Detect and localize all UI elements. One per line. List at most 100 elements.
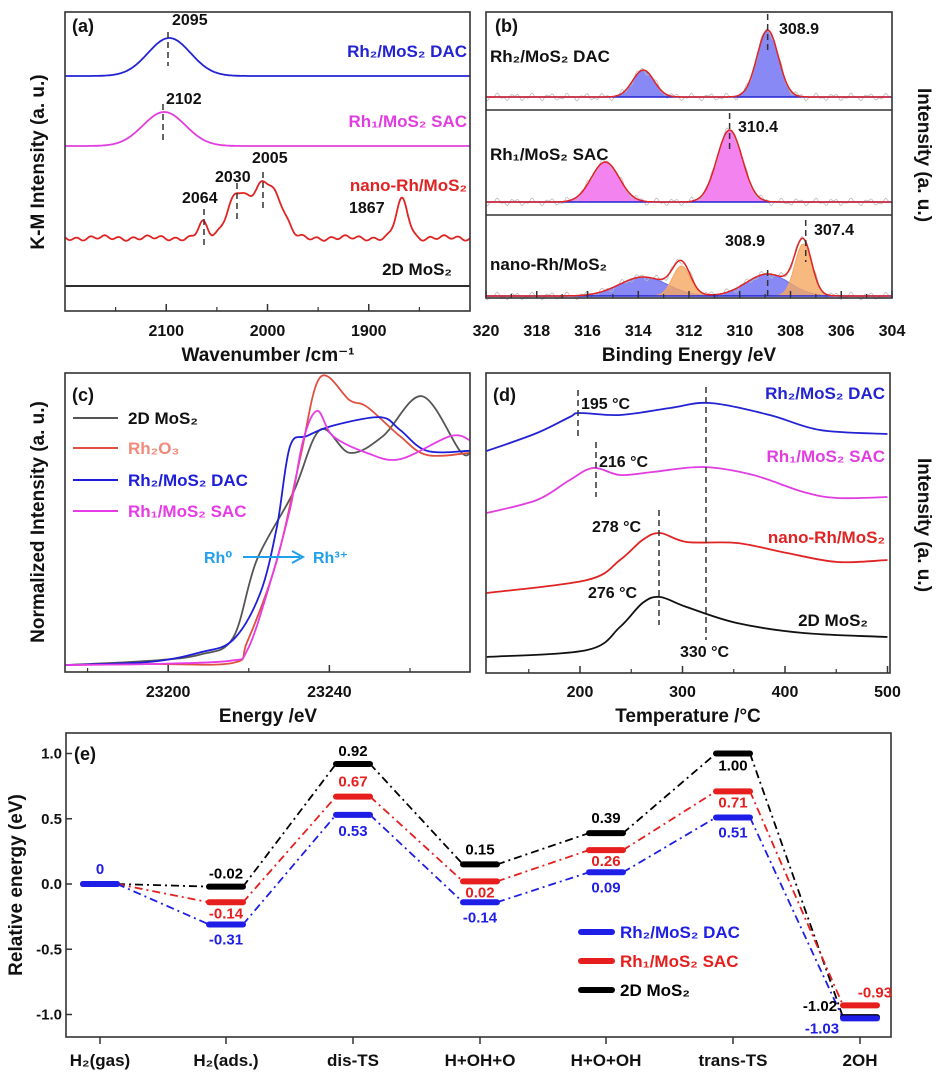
pathway-connector [749, 817, 844, 1019]
pathway-connector [242, 795, 337, 903]
tpr-line [486, 466, 888, 514]
energy-value-label: -1.02 [803, 998, 837, 1015]
x-tick-label: 1900 [351, 323, 387, 340]
legend-label: Rh₂O₃ [128, 439, 179, 458]
y-axis-label: Normalized Intensity (a. u.) [28, 401, 49, 643]
x-tick-label: 500 [874, 684, 901, 701]
tpr-line [486, 401, 888, 452]
legend-label: 2D MoS₂ [620, 981, 690, 1000]
legend-label: Rh₁/MoS₂ SAC [128, 502, 246, 521]
pathway-connector [496, 832, 590, 866]
pathway-connector [369, 814, 464, 903]
energy-value-label: 0.39 [591, 810, 620, 827]
x-axis-label: Temperature /°C [615, 706, 761, 727]
oxidation-state-label: Rh⁰ [204, 550, 232, 567]
x-tick-label: 306 [828, 323, 855, 340]
pathway-connector [622, 790, 717, 851]
series-label: Rh₂/MoS₂ DAC [347, 42, 467, 61]
x-tick-label: 320 [473, 323, 500, 340]
peak-annotation: 2102 [166, 91, 202, 108]
x-tick-label: 300 [669, 684, 696, 701]
y-axis-label: Intensity (a. u.) [913, 88, 934, 222]
peak-annotation: 310.4 [738, 119, 778, 136]
series-label: Rh₁/MoS₂ SAC [767, 447, 885, 466]
fit-component [486, 161, 892, 203]
energy-value-label: 0.02 [465, 884, 494, 901]
category-label: H₂(gas) [70, 1051, 130, 1070]
temperature-annotation: 330 °C [680, 644, 730, 661]
energy-value-label: 0.67 [338, 774, 367, 791]
category-label: 2OH [843, 1051, 878, 1070]
temperature-annotation: 278 °C [592, 519, 642, 536]
y-axis-label: Intensity (a. u.) [913, 458, 934, 592]
series-label: Rh₂/MoS₂ DAC [765, 384, 885, 403]
energy-value-label: 0.71 [718, 794, 747, 811]
panel-label: (e) [74, 744, 96, 764]
energy-value-label: -0.93 [858, 984, 892, 1001]
x-tick-label: 200 [567, 684, 594, 701]
pathway-connector [496, 849, 590, 883]
pathway-connector [116, 883, 210, 904]
x-tick-label: 23240 [307, 684, 352, 701]
series-label: Rh₁/MoS₂ SAC [349, 112, 467, 131]
tpr-line [486, 532, 888, 594]
energy-value-label: 0.26 [591, 853, 620, 870]
energy-value-label: 1.00 [718, 758, 747, 775]
energy-value-label: -0.14 [463, 909, 498, 926]
x-axis-label: Energy /eV [219, 706, 318, 727]
category-label: H+OH+O [445, 1051, 516, 1070]
y-tick-label: -0.5 [36, 941, 62, 958]
pathway-connector [242, 814, 337, 926]
y-tick-label: -1.0 [36, 1007, 62, 1024]
x-axis-label: Wavenumber /cm⁻¹ [182, 345, 355, 366]
pathway-connector [116, 883, 210, 888]
subplot-label: nano-Rh/MoS₂ [490, 255, 607, 274]
spectrum-line [64, 180, 471, 242]
pathway-connector [242, 763, 337, 888]
energy-value-label: 0.53 [338, 823, 367, 840]
envelope-line [486, 237, 891, 297]
panel-e-frame [65, 732, 892, 1038]
envelope-line [486, 29, 891, 98]
pathway-connector [369, 795, 464, 883]
peak-annotation: 307.4 [814, 222, 854, 239]
legend-label: Rh₁/MoS₂ SAC [620, 952, 738, 971]
energy-value-label: 0.09 [591, 879, 620, 896]
energy-value-label: -1.03 [805, 1020, 839, 1037]
panel-label: (c) [72, 385, 94, 405]
peak-annotation: 2064 [182, 190, 218, 207]
panel-label: (a) [72, 16, 94, 36]
fit-component [486, 69, 892, 98]
energy-value-label: -0.14 [209, 905, 244, 922]
xanes-line [64, 374, 471, 666]
category-label: trans-TS [699, 1051, 768, 1070]
peak-annotation: 2030 [215, 169, 251, 186]
x-tick-label: 314 [625, 323, 652, 340]
pathway-connector [749, 753, 844, 1018]
pathway-connector [496, 871, 590, 904]
fit-component [486, 129, 892, 203]
y-axis-label: Relative energy (eV) [6, 794, 27, 976]
peak-annotation: 2005 [252, 150, 288, 167]
xanes-line [64, 410, 471, 666]
tpr-line [486, 595, 888, 658]
peak-annotation: 308.9 [779, 21, 819, 38]
peak-annotation: 2095 [172, 12, 208, 29]
pathway-connector [749, 790, 844, 1006]
panel-label: (b) [495, 16, 518, 36]
category-label: H+O+OH [571, 1051, 642, 1070]
series-label: 2D MoS₂ [798, 611, 868, 630]
legend-label: 2D MoS₂ [128, 409, 198, 428]
pathway-connector [369, 763, 464, 866]
series-label: nano-Rh/MoS₂ [350, 176, 467, 195]
temperature-annotation: 276 °C [588, 585, 638, 602]
panel-d-frame [485, 372, 891, 674]
series-label: nano-Rh/MoS₂ [768, 528, 885, 547]
xanes-line [64, 395, 471, 666]
energy-value-label: 0.92 [338, 743, 367, 760]
xanes-line [64, 416, 471, 666]
pathway-connector [622, 752, 717, 834]
pathway-connector [622, 816, 717, 874]
series-label: 2D MoS₂ [382, 260, 452, 279]
